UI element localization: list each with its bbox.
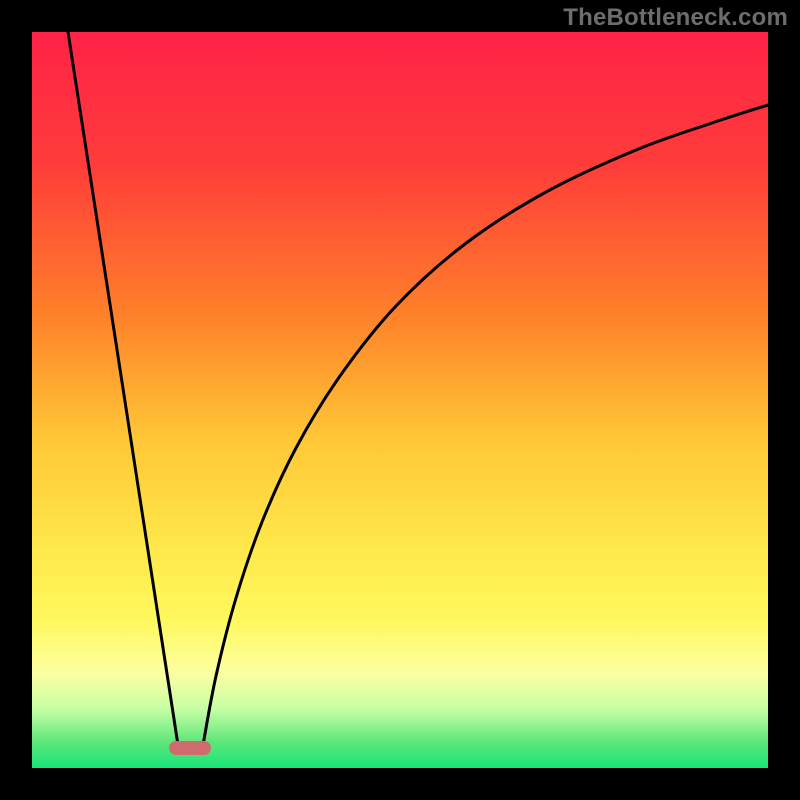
watermark-text: TheBottleneck.com — [563, 4, 788, 32]
optimal-point-marker — [169, 741, 211, 755]
chart-container: TheBottleneck.com — [0, 0, 800, 800]
bottleneck-chart — [0, 0, 800, 800]
